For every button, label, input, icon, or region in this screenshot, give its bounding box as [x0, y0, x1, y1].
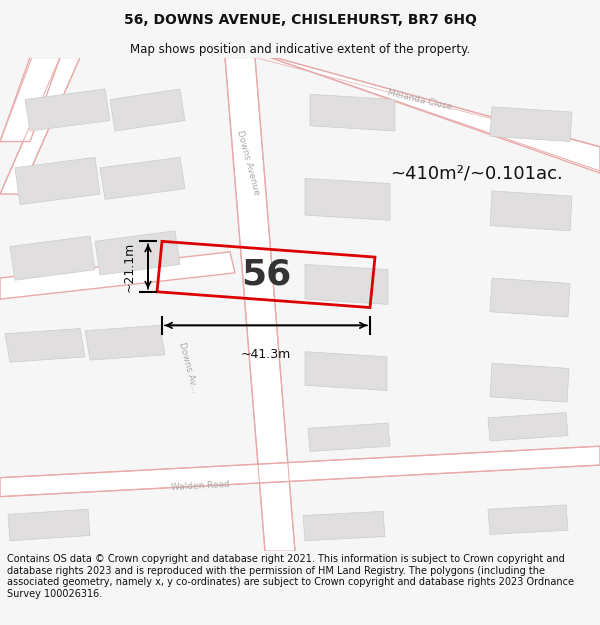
Polygon shape — [310, 94, 395, 131]
Polygon shape — [0, 252, 235, 299]
Polygon shape — [490, 278, 570, 317]
Polygon shape — [5, 329, 85, 362]
Text: Downs Av...: Downs Av... — [177, 341, 199, 394]
Polygon shape — [490, 191, 572, 231]
Polygon shape — [0, 446, 600, 497]
Text: Downs Avenue: Downs Avenue — [235, 129, 261, 196]
Polygon shape — [85, 326, 165, 360]
Polygon shape — [10, 236, 95, 280]
Text: 56: 56 — [241, 258, 291, 291]
Polygon shape — [488, 412, 568, 441]
Polygon shape — [308, 423, 390, 451]
Polygon shape — [0, 58, 80, 194]
Text: Walden Road: Walden Road — [170, 480, 230, 492]
Text: 56, DOWNS AVENUE, CHISLEHURST, BR7 6HQ: 56, DOWNS AVENUE, CHISLEHURST, BR7 6HQ — [124, 12, 476, 27]
Text: Melanda Close: Melanda Close — [387, 88, 453, 111]
Polygon shape — [303, 511, 385, 541]
Polygon shape — [25, 89, 110, 131]
Text: ~41.3m: ~41.3m — [241, 349, 291, 361]
Polygon shape — [110, 89, 185, 131]
Text: Contains OS data © Crown copyright and database right 2021. This information is : Contains OS data © Crown copyright and d… — [7, 554, 574, 599]
Polygon shape — [305, 178, 390, 221]
Polygon shape — [490, 363, 569, 402]
Polygon shape — [488, 505, 568, 534]
Polygon shape — [270, 58, 600, 173]
Polygon shape — [95, 231, 180, 275]
Polygon shape — [225, 58, 295, 551]
Polygon shape — [490, 107, 572, 141]
Polygon shape — [305, 352, 387, 391]
Text: Map shows position and indicative extent of the property.: Map shows position and indicative extent… — [130, 43, 470, 56]
Polygon shape — [100, 158, 185, 199]
Polygon shape — [8, 509, 90, 541]
Polygon shape — [305, 264, 388, 304]
Text: ~410m²/~0.101ac.: ~410m²/~0.101ac. — [390, 164, 563, 182]
Polygon shape — [15, 158, 100, 204]
Text: ~21.1m: ~21.1m — [123, 241, 136, 292]
Polygon shape — [0, 58, 60, 141]
